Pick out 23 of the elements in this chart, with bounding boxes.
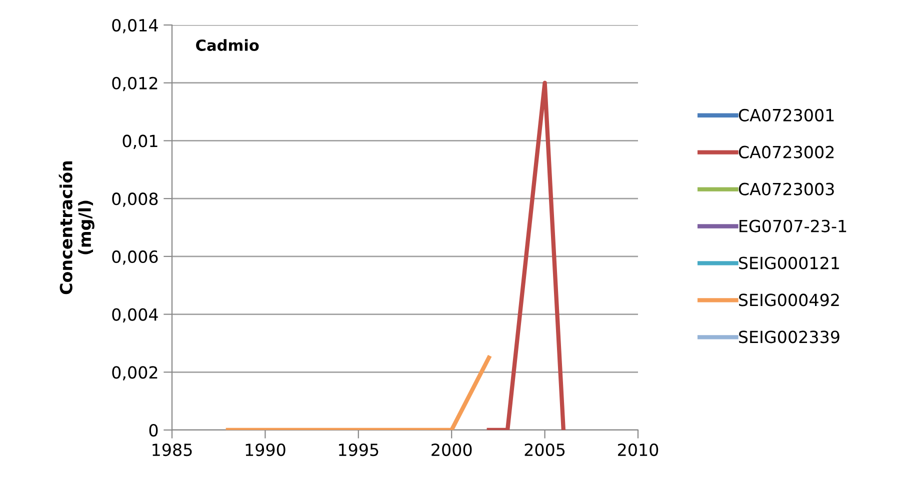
- x-tick-label: 1990: [246, 443, 286, 456]
- legend-label: SEIG002339: [739, 330, 840, 344]
- legend-label: CA0723003: [738, 182, 834, 196]
- y-tick-label: 0,004: [112, 308, 158, 323]
- y-tick-label: 0,006: [112, 250, 158, 265]
- x-tick-label: 1985: [152, 443, 192, 456]
- x-tick-label: 1995: [339, 443, 378, 456]
- text: Cadmio: [196, 39, 259, 51]
- y-tick-label: 0,014: [112, 18, 158, 34]
- y-axis-title: Concentración (mg/l): [58, 161, 94, 294]
- y-tick-label: 0,002: [112, 366, 158, 380]
- y-tick-label: 0,01: [122, 134, 158, 149]
- y-tick-label: 0: [149, 424, 158, 437]
- x-tick-label: 2010: [618, 443, 658, 456]
- legend-label: SEIG000121: [739, 256, 839, 270]
- legend-label: CA0723002: [738, 146, 834, 158]
- legend-label: SEIG000492: [739, 294, 839, 306]
- x-tick-label: 2005: [524, 443, 565, 456]
- x-tick-label: 2000: [432, 443, 472, 456]
- legend-label: CA0723001: [738, 108, 834, 122]
- y-tick-label: 0,012: [112, 76, 158, 92]
- legend-label: EG0707-23-1: [740, 220, 846, 232]
- y-tick-label: 0,008: [112, 192, 158, 207]
